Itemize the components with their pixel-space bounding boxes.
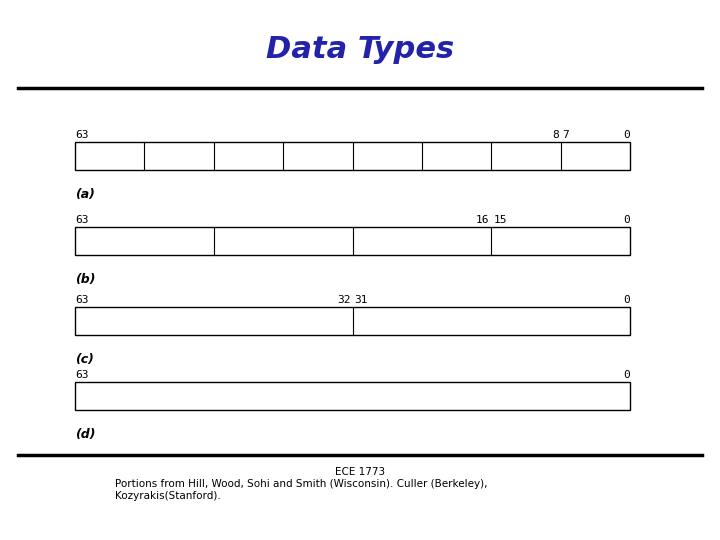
Bar xyxy=(75,382,630,410)
Text: Data Types: Data Types xyxy=(266,36,454,64)
Text: ECE 1773: ECE 1773 xyxy=(335,467,385,477)
Text: 7: 7 xyxy=(562,130,570,140)
Text: 31: 31 xyxy=(354,295,368,305)
Text: 32: 32 xyxy=(337,295,351,305)
Bar xyxy=(75,227,630,255)
Text: 0: 0 xyxy=(624,130,630,140)
Text: (b): (b) xyxy=(75,273,96,286)
Text: Kozyrakis(Stanford).: Kozyrakis(Stanford). xyxy=(115,491,221,501)
Text: (d): (d) xyxy=(75,428,96,441)
Text: 63: 63 xyxy=(75,215,89,225)
Text: Portions from Hill, Wood, Sohi and Smith (Wisconsin). Culler (Berkeley),: Portions from Hill, Wood, Sohi and Smith… xyxy=(115,479,487,489)
Text: 63: 63 xyxy=(75,370,89,380)
Text: 63: 63 xyxy=(75,130,89,140)
Text: (c): (c) xyxy=(75,353,94,366)
Text: 0: 0 xyxy=(624,215,630,225)
Bar xyxy=(75,307,630,335)
Text: 63: 63 xyxy=(75,295,89,305)
Bar xyxy=(75,142,630,170)
Text: 8: 8 xyxy=(552,130,559,140)
Text: 0: 0 xyxy=(624,295,630,305)
Text: 0: 0 xyxy=(624,370,630,380)
Text: 15: 15 xyxy=(493,215,507,225)
Text: (a): (a) xyxy=(75,188,95,201)
Text: 16: 16 xyxy=(476,215,490,225)
